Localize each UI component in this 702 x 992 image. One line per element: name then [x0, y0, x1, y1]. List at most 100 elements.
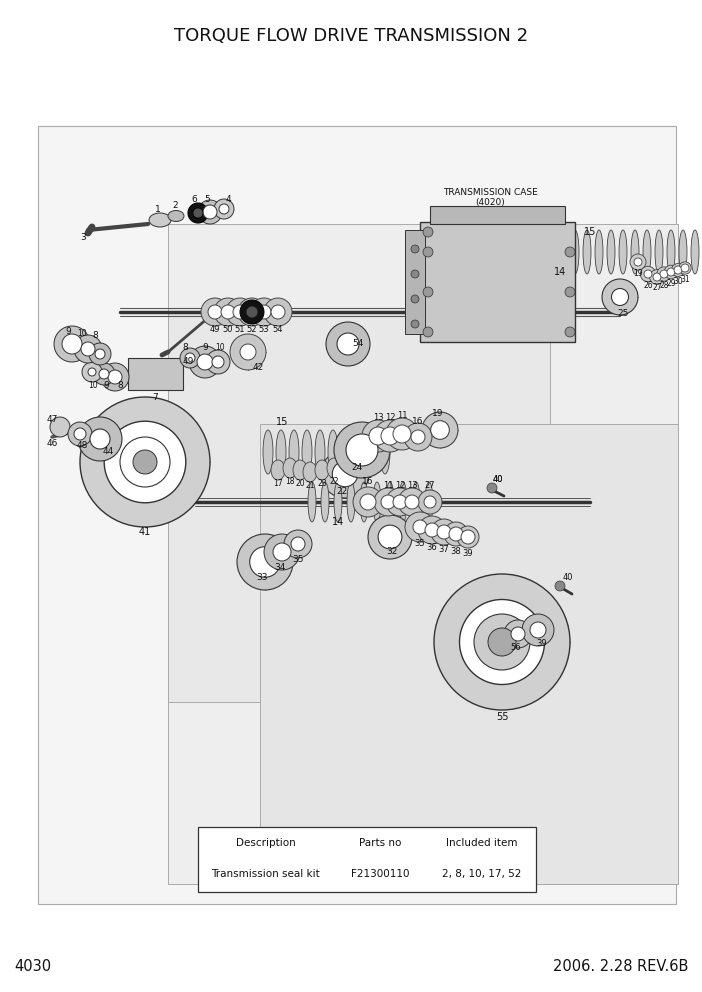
Circle shape: [565, 327, 575, 337]
Text: 10: 10: [77, 329, 87, 338]
Circle shape: [246, 306, 258, 318]
Circle shape: [250, 547, 280, 577]
Text: 54: 54: [273, 325, 283, 334]
Ellipse shape: [691, 230, 699, 274]
Circle shape: [362, 420, 394, 452]
Circle shape: [423, 247, 433, 257]
Text: 32: 32: [386, 548, 398, 557]
Ellipse shape: [315, 460, 329, 480]
Circle shape: [418, 516, 446, 544]
Text: 27: 27: [425, 480, 435, 489]
Ellipse shape: [149, 213, 171, 227]
Circle shape: [393, 495, 407, 509]
Circle shape: [284, 530, 312, 558]
Circle shape: [681, 264, 689, 272]
Circle shape: [82, 362, 102, 382]
Text: 8: 8: [92, 330, 98, 339]
Circle shape: [68, 422, 92, 446]
Text: 18: 18: [285, 477, 295, 486]
Circle shape: [405, 495, 419, 509]
Text: 26: 26: [643, 281, 653, 290]
Ellipse shape: [334, 482, 342, 522]
Circle shape: [321, 450, 369, 498]
Text: 47: 47: [46, 416, 58, 425]
Text: 20: 20: [295, 479, 305, 488]
Circle shape: [602, 279, 638, 315]
Text: 9: 9: [202, 342, 208, 351]
Circle shape: [487, 483, 497, 493]
Ellipse shape: [679, 230, 687, 274]
Text: Description: Description: [236, 838, 296, 848]
Text: 21: 21: [305, 481, 314, 490]
Circle shape: [511, 627, 525, 641]
Text: 5: 5: [204, 195, 210, 204]
Circle shape: [418, 490, 442, 514]
Circle shape: [95, 349, 105, 359]
Ellipse shape: [380, 430, 390, 474]
Circle shape: [488, 628, 516, 656]
Text: 35: 35: [292, 556, 304, 564]
Text: 19: 19: [432, 410, 444, 419]
Circle shape: [353, 487, 383, 517]
Text: 13: 13: [406, 480, 417, 489]
Ellipse shape: [373, 482, 381, 522]
Circle shape: [555, 581, 565, 591]
Ellipse shape: [341, 430, 351, 474]
Circle shape: [423, 227, 433, 237]
Circle shape: [374, 420, 406, 452]
Circle shape: [81, 342, 95, 356]
Text: 36: 36: [427, 543, 437, 552]
Circle shape: [101, 363, 129, 391]
Circle shape: [411, 320, 419, 328]
Circle shape: [413, 520, 427, 534]
Circle shape: [74, 428, 86, 440]
Circle shape: [198, 200, 222, 224]
Circle shape: [378, 525, 402, 549]
Circle shape: [50, 417, 70, 437]
Text: 48: 48: [77, 441, 88, 450]
Ellipse shape: [425, 482, 433, 522]
Circle shape: [108, 370, 122, 384]
Text: Parts no: Parts no: [359, 838, 402, 848]
Text: 25: 25: [617, 310, 629, 318]
Circle shape: [214, 298, 242, 326]
Circle shape: [374, 488, 402, 516]
Circle shape: [271, 305, 285, 319]
Text: 15: 15: [584, 227, 596, 237]
Circle shape: [630, 254, 646, 270]
Circle shape: [411, 295, 419, 303]
Circle shape: [346, 434, 378, 466]
Text: Transmission seal kit: Transmission seal kit: [211, 869, 320, 880]
Circle shape: [431, 519, 457, 545]
Circle shape: [89, 343, 111, 365]
Text: TORQUE FLOW DRIVE TRANSMISSION 2: TORQUE FLOW DRIVE TRANSMISSION 2: [174, 27, 528, 45]
Text: 49: 49: [210, 325, 220, 334]
Circle shape: [212, 356, 224, 368]
Circle shape: [185, 353, 195, 363]
Ellipse shape: [321, 482, 329, 522]
Text: 12: 12: [385, 414, 395, 423]
Ellipse shape: [631, 230, 639, 274]
Circle shape: [219, 204, 229, 214]
Text: 39: 39: [537, 640, 548, 649]
Circle shape: [437, 525, 451, 539]
Text: 51: 51: [234, 325, 245, 334]
Circle shape: [332, 461, 358, 487]
Circle shape: [238, 298, 266, 326]
Circle shape: [233, 305, 247, 319]
Circle shape: [411, 245, 419, 253]
Ellipse shape: [303, 462, 317, 482]
Text: 35: 35: [415, 540, 425, 549]
Circle shape: [611, 289, 628, 306]
Ellipse shape: [607, 230, 615, 274]
Circle shape: [240, 300, 264, 324]
Bar: [168, 224, 678, 884]
Ellipse shape: [315, 430, 325, 474]
Text: 40: 40: [493, 475, 503, 484]
Circle shape: [644, 270, 652, 278]
Circle shape: [257, 305, 271, 319]
Text: 3: 3: [80, 232, 86, 241]
Bar: [420, 222, 575, 342]
Ellipse shape: [289, 430, 299, 474]
Circle shape: [423, 327, 433, 337]
